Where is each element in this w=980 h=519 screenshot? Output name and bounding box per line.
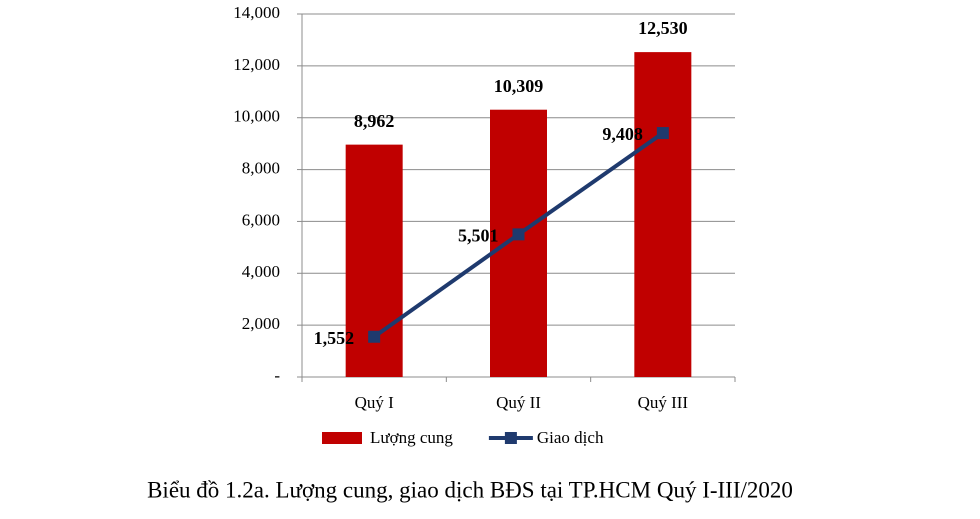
- data-label: 1,552: [314, 328, 355, 348]
- data-label: 9,408: [602, 124, 643, 144]
- y-tick-label: 2,000: [242, 314, 280, 333]
- line-marker: [656, 127, 669, 140]
- y-tick-label: 8,000: [242, 158, 280, 177]
- chart-caption: Biểu đồ 1.2a. Lượng cung, giao dịch BĐS …: [147, 477, 793, 502]
- data-label: 10,309: [494, 76, 544, 96]
- data-label: 12,530: [638, 18, 688, 38]
- legend-label: Giao dịch: [537, 428, 604, 447]
- x-tick-label: Quý II: [496, 393, 541, 412]
- line-marker: [368, 330, 381, 343]
- legend-marker: [504, 432, 517, 444]
- data-label: 8,962: [354, 111, 395, 131]
- x-tick-label: Quý I: [355, 393, 395, 412]
- bar: [634, 52, 692, 378]
- bar: [490, 109, 547, 377]
- y-tick-label: -: [274, 366, 280, 385]
- y-tick-label: 14,000: [233, 3, 280, 22]
- legend-swatch: [322, 432, 362, 444]
- data-label: 5,501: [458, 225, 499, 245]
- y-tick-label: 12,000: [233, 55, 280, 74]
- legend-label: Lượng cung: [370, 428, 453, 447]
- x-tick-label: Quý III: [638, 393, 689, 412]
- y-tick-label: 10,000: [233, 107, 280, 126]
- y-tick-label: 4,000: [242, 262, 280, 281]
- y-tick-label: 6,000: [242, 210, 280, 229]
- line-marker: [512, 228, 525, 241]
